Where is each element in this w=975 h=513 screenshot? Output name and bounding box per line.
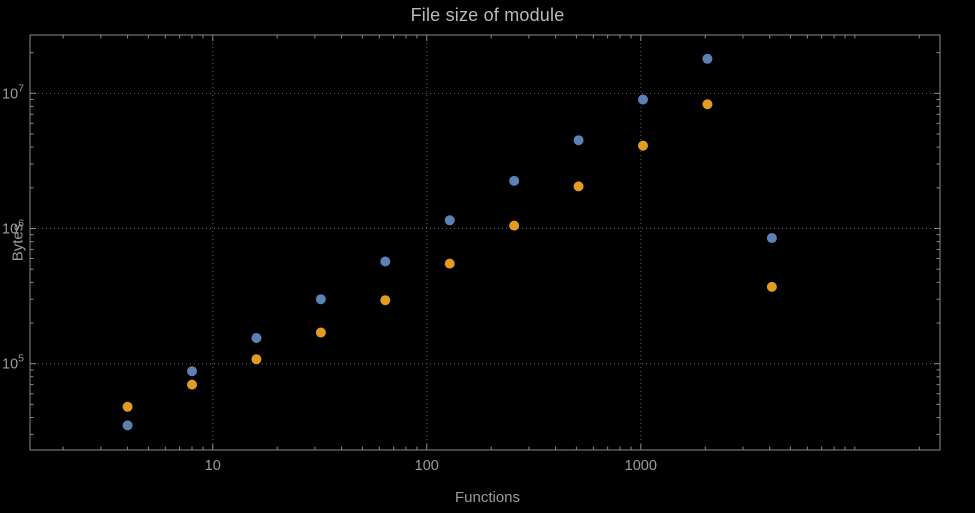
y-axis-label: Bytes <box>9 223 27 262</box>
data-point-series-1-blue <box>702 53 713 64</box>
data-point-series-2-orange <box>766 281 777 292</box>
data-point-series-2-orange <box>251 354 262 365</box>
y-tick-label: 105 <box>2 353 24 373</box>
data-point-series-2-orange <box>122 401 133 412</box>
data-point-series-2-orange <box>187 379 198 390</box>
data-point-series-1-blue <box>380 256 391 267</box>
x-tick-label: 1000 <box>625 458 657 474</box>
chart-title: File size of module <box>410 5 565 25</box>
data-point-series-1-blue <box>251 332 262 343</box>
data-point-series-1-blue <box>766 233 777 244</box>
x-axis-label: Functions <box>454 489 521 506</box>
data-point-series-2-orange <box>380 295 391 306</box>
data-point-series-1-blue <box>638 94 649 105</box>
data-point-series-1-blue <box>122 420 133 431</box>
data-point-series-1-blue <box>444 215 455 226</box>
plot-frame <box>29 34 941 451</box>
data-point-series-2-orange <box>315 327 326 338</box>
data-point-series-2-orange <box>444 258 455 269</box>
data-point-series-2-orange <box>638 140 649 151</box>
y-tick-label: 106 <box>2 218 24 238</box>
data-point-series-1-blue <box>573 135 584 146</box>
data-point-series-1-blue <box>187 366 198 377</box>
data-point-series-2-orange <box>509 220 520 231</box>
x-tick-label: 100 <box>415 458 439 474</box>
data-point-series-2-orange <box>573 181 584 192</box>
data-point-series-2-orange <box>702 99 713 110</box>
x-tick-label: 10 <box>205 458 221 474</box>
y-tick-label: 107 <box>2 82 24 102</box>
data-point-series-1-blue <box>315 294 326 305</box>
data-point-series-1-blue <box>509 175 520 186</box>
